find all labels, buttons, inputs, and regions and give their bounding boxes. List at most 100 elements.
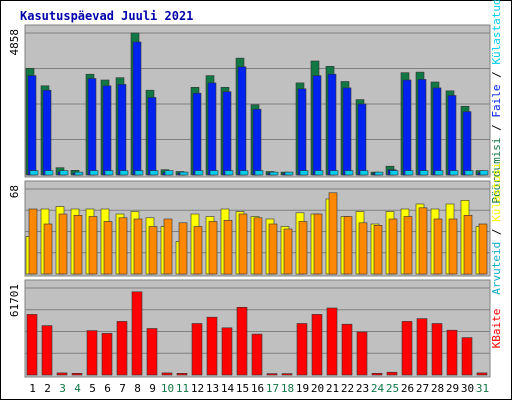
legend-bottom: KBaite (490, 309, 503, 349)
x-tick-label: 2 (44, 382, 51, 395)
bar-arvuteid-17 (268, 223, 278, 275)
bar-faile-6 (102, 85, 112, 176)
bar-arvuteid-12 (193, 226, 203, 275)
bar-arvuteid-23 (358, 222, 368, 275)
bar-faile-19 (297, 88, 307, 176)
bar-kbaite-8 (131, 291, 143, 376)
bar-kbaite-3 (56, 372, 68, 376)
x-tick-label: 7 (119, 382, 126, 395)
scale-max-label: 61701 (8, 284, 21, 317)
bar-arvuteid-3 (58, 213, 68, 275)
bar-külastatud-19 (299, 170, 309, 176)
legend-part: Külastusi (490, 162, 503, 222)
x-tick-label: 4 (74, 382, 81, 395)
x-tick-label: 14 (221, 382, 235, 395)
bar-kbaite-16 (251, 333, 263, 376)
bar-faile-5 (87, 78, 97, 176)
bar-kbaite-28 (431, 323, 443, 376)
bar-faile-22 (342, 87, 352, 176)
bar-faile-1 (27, 75, 37, 176)
x-tick-label: 12 (191, 382, 204, 395)
bar-arvuteid-5 (88, 216, 98, 275)
legend-part: Arvuteid (490, 242, 503, 295)
x-tick-label: 27 (416, 382, 429, 395)
bar-faile-16 (252, 108, 262, 176)
x-tick-label: 3 (59, 382, 66, 395)
series-faile (27, 41, 487, 176)
legend-part: / (490, 65, 503, 85)
legend-part: KBaite (490, 309, 503, 349)
bar-kbaite-20 (311, 314, 323, 376)
bar-arvuteid-10 (163, 218, 173, 275)
bar-kbaite-12 (191, 323, 203, 376)
x-tick-label: 23 (356, 382, 369, 395)
bar-külastatud-12 (194, 170, 204, 176)
bar-külastatud-26 (404, 170, 414, 176)
bar-arvuteid-30 (463, 215, 473, 275)
bar-külastatud-24 (374, 171, 384, 176)
bar-kbaite-7 (116, 321, 128, 376)
panel-middle: 68 Arvuteid / Külastusi (8, 162, 503, 294)
bar-kbaite-13 (206, 316, 218, 376)
bar-külastatud-13 (209, 170, 219, 176)
legend-part: Faile (490, 84, 503, 117)
bar-faile-21 (327, 73, 337, 176)
bar-arvuteid-13 (208, 221, 218, 275)
bar-külastatud-23 (359, 170, 369, 176)
bar-arvuteid-20 (313, 213, 323, 275)
bar-faile-9 (147, 97, 157, 176)
bar-külastatud-6 (104, 170, 114, 176)
bar-külastatud-17 (269, 171, 279, 176)
bar-arvuteid-2 (43, 223, 53, 275)
series-kbaite (26, 291, 488, 376)
bar-faile-14 (222, 91, 232, 176)
bar-külastatud-2 (44, 170, 54, 176)
bar-arvuteid-11 (178, 222, 188, 275)
bar-kbaite-21 (326, 307, 338, 376)
bar-kbaite-23 (356, 331, 368, 376)
bar-kbaite-18 (281, 373, 293, 376)
x-tick-label: 8 (134, 382, 141, 395)
bar-kbaite-19 (296, 323, 308, 376)
bar-külastatud-22 (344, 170, 354, 176)
bar-faile-20 (312, 75, 322, 176)
bar-arvuteid-14 (223, 220, 233, 275)
bar-külastatud-8 (134, 170, 144, 176)
x-tick-label: 19 (296, 382, 309, 395)
x-tick-label: 18 (281, 382, 294, 395)
bar-arvuteid-27 (418, 207, 428, 275)
series-arvuteid (28, 192, 488, 275)
bar-kbaite-11 (176, 372, 188, 376)
bar-arvuteid-7 (118, 217, 128, 275)
bar-arvuteid-8 (133, 218, 143, 275)
bar-kbaite-17 (266, 373, 278, 376)
bar-faile-12 (192, 92, 202, 176)
bar-arvuteid-29 (448, 218, 458, 275)
bar-külastatud-3 (59, 170, 69, 176)
legend-middle: Arvuteid / Külastusi (490, 162, 503, 294)
x-tick-label: 16 (251, 382, 264, 395)
bar-kbaite-2 (41, 325, 53, 376)
scale-max-label: 68 (8, 185, 21, 198)
bar-faile-29 (447, 95, 457, 176)
bar-kbaite-31 (476, 372, 488, 376)
x-tick-label: 30 (461, 382, 474, 395)
panel-bottom: 61701 KBaite (8, 279, 503, 378)
bar-kbaite-10 (161, 372, 173, 376)
bar-külastatud-4 (74, 171, 84, 176)
bar-külastatud-9 (149, 170, 159, 176)
bar-faile-13 (207, 82, 217, 176)
bar-kbaite-30 (461, 337, 473, 376)
bar-külastatud-11 (179, 171, 189, 176)
x-axis-labels: 1 2 3 4 5 6 7 8 9 10 11 12 13 14 15 16 17 18 19 20 21 22 23 24 2… (29, 382, 489, 395)
x-tick-label: 6 (104, 382, 111, 395)
bar-faile-26 (402, 79, 412, 176)
bar-faile-8 (132, 41, 142, 176)
bar-arvuteid-18 (283, 228, 293, 275)
panels: 4858 Pöördumisi / Faile / Külastatud 68 Arv… (8, 0, 503, 378)
bar-külastatud-16 (254, 170, 264, 176)
bar-kbaite-1 (26, 314, 38, 376)
legend-part: / (490, 118, 503, 138)
bar-kbaite-9 (146, 328, 158, 376)
